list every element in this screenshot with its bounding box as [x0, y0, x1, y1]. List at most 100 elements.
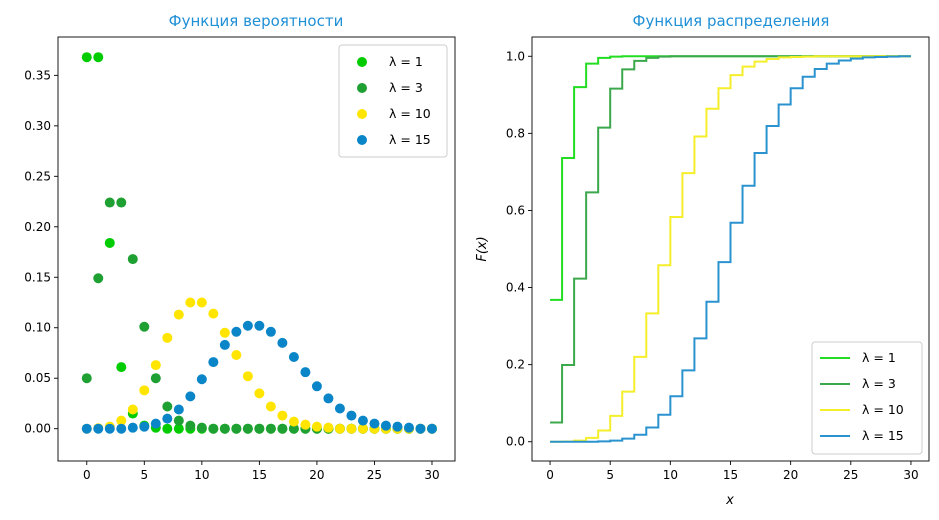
pmf-point: [231, 326, 242, 337]
pmf-xtick-label: 10: [194, 468, 209, 482]
cdf-xtick-label: 30: [903, 468, 918, 482]
cdf-ytick-label: 0.6: [506, 203, 525, 217]
pmf-point: [127, 404, 138, 415]
pmf-point: [323, 422, 334, 433]
cdf-chart: Функция распределения 0.0 0.2 0.4 0.6 0.8 1.0…: [475, 12, 930, 508]
pmf-legend-label: λ = 15: [389, 132, 431, 147]
pmf-legend-marker: [357, 109, 367, 119]
pmf-xtick-label: 5: [140, 468, 148, 482]
cdf-x-axis: 0 5 10 15 20 25 30: [546, 461, 919, 482]
pmf-point: [162, 332, 173, 343]
pmf-point: [265, 326, 276, 337]
pmf-point: [162, 413, 173, 424]
pmf-series: [81, 52, 437, 434]
pmf-point: [150, 373, 161, 384]
pmf-point: [311, 421, 322, 432]
cdf-series: [550, 55, 911, 443]
pmf-point: [127, 254, 138, 265]
pmf-point: [127, 422, 138, 433]
pmf-ytick-label: 0.05: [24, 371, 51, 385]
pmf-ytick-label: 0.10: [24, 321, 51, 335]
pmf-legend: λ = 1 λ = 3 λ = 10 λ = 15: [338, 44, 448, 158]
pmf-xtick-label: 0: [83, 468, 91, 482]
pmf-point: [265, 423, 276, 434]
cdf-xtick-label: 15: [723, 468, 738, 482]
pmf-point: [288, 423, 299, 434]
pmf-ytick-label: 0.25: [24, 169, 51, 183]
pmf-point: [196, 422, 207, 433]
pmf-point: [104, 237, 115, 248]
cdf-legend: λ = 1 λ = 3 λ = 10 λ = 15: [811, 341, 923, 455]
cdf-ytick-label: 1.0: [506, 49, 525, 63]
pmf-point: [403, 422, 414, 433]
pmf-point: [104, 197, 115, 208]
pmf-point: [277, 410, 288, 421]
pmf-legend-label: λ = 10: [389, 106, 431, 121]
pmf-point: [346, 423, 357, 434]
pmf-point: [415, 423, 426, 434]
pmf-point: [334, 403, 345, 414]
pmf-point: [150, 418, 161, 429]
pmf-legend-label: λ = 1: [389, 54, 423, 69]
pmf-point: [254, 320, 265, 331]
pmf-point: [196, 297, 207, 308]
pmf-legend-marker: [357, 135, 367, 145]
cdf-xlabel: x: [725, 493, 734, 508]
pmf-point: [116, 362, 127, 373]
pmf-point: [334, 423, 345, 434]
pmf-point: [81, 52, 92, 63]
pmf-point: [392, 421, 403, 432]
cdf-legend-label: λ = 10: [862, 402, 904, 417]
cdf-series-line: [550, 55, 911, 443]
pmf-point: [104, 423, 115, 434]
cdf-ylabel: F(x): [475, 236, 490, 261]
cdf-ytick-label: 0.0: [506, 435, 525, 449]
pmf-legend-box: [338, 44, 448, 158]
pmf-point: [300, 367, 311, 378]
pmf-point: [277, 337, 288, 348]
pmf-point: [162, 401, 173, 412]
pmf-y-axis: 0.00 0.05 0.10 0.15 0.20 0.25 0.30 0.35: [24, 68, 58, 436]
pmf-xtick-label: 15: [252, 468, 267, 482]
pmf-point: [93, 423, 104, 434]
pmf-point: [357, 423, 368, 434]
cdf-ytick-label: 0.8: [506, 126, 525, 140]
pmf-point: [116, 197, 127, 208]
pmf-point: [185, 391, 196, 402]
cdf-y-axis: 0.0 0.2 0.4 0.6 0.8 1.0: [506, 49, 532, 449]
pmf-point: [185, 420, 196, 431]
cdf-legend-label: λ = 1: [862, 350, 896, 365]
pmf-point: [288, 416, 299, 427]
pmf-point: [231, 350, 242, 360]
pmf-point: [426, 423, 437, 434]
pmf-point: [196, 374, 207, 385]
pmf-point: [346, 410, 357, 421]
pmf-point: [139, 321, 150, 332]
pmf-point: [242, 371, 253, 382]
cdf-xtick-label: 25: [843, 468, 858, 482]
pmf-point: [208, 357, 219, 368]
pmf-point: [311, 381, 322, 392]
pmf-point: [208, 308, 219, 319]
cdf-xtick-label: 10: [663, 468, 678, 482]
pmf-point: [254, 388, 265, 399]
pmf-point: [81, 373, 92, 384]
pmf-legend-label: λ = 3: [389, 80, 423, 95]
pmf-xtick-label: 30: [424, 468, 439, 482]
cdf-xtick-label: 5: [606, 468, 614, 482]
cdf-legend-label: λ = 3: [862, 376, 896, 391]
pmf-chart: Функция вероятности 0.00 0.05 0.10 0.15 0.20…: [24, 12, 456, 482]
pmf-ytick-label: 0.15: [24, 270, 51, 284]
pmf-title: Функция вероятности: [169, 12, 344, 30]
pmf-point: [173, 309, 184, 320]
cdf-series-line: [550, 55, 911, 443]
cdf-legend-box: [811, 341, 923, 455]
cdf-title: Функция распределения: [633, 12, 830, 30]
pmf-ytick-label: 0.00: [24, 422, 51, 436]
pmf-point: [369, 418, 380, 429]
pmf-ytick-label: 0.35: [24, 68, 51, 82]
pmf-point: [93, 273, 104, 284]
pmf-point: [162, 423, 173, 434]
pmf-point: [323, 393, 334, 404]
